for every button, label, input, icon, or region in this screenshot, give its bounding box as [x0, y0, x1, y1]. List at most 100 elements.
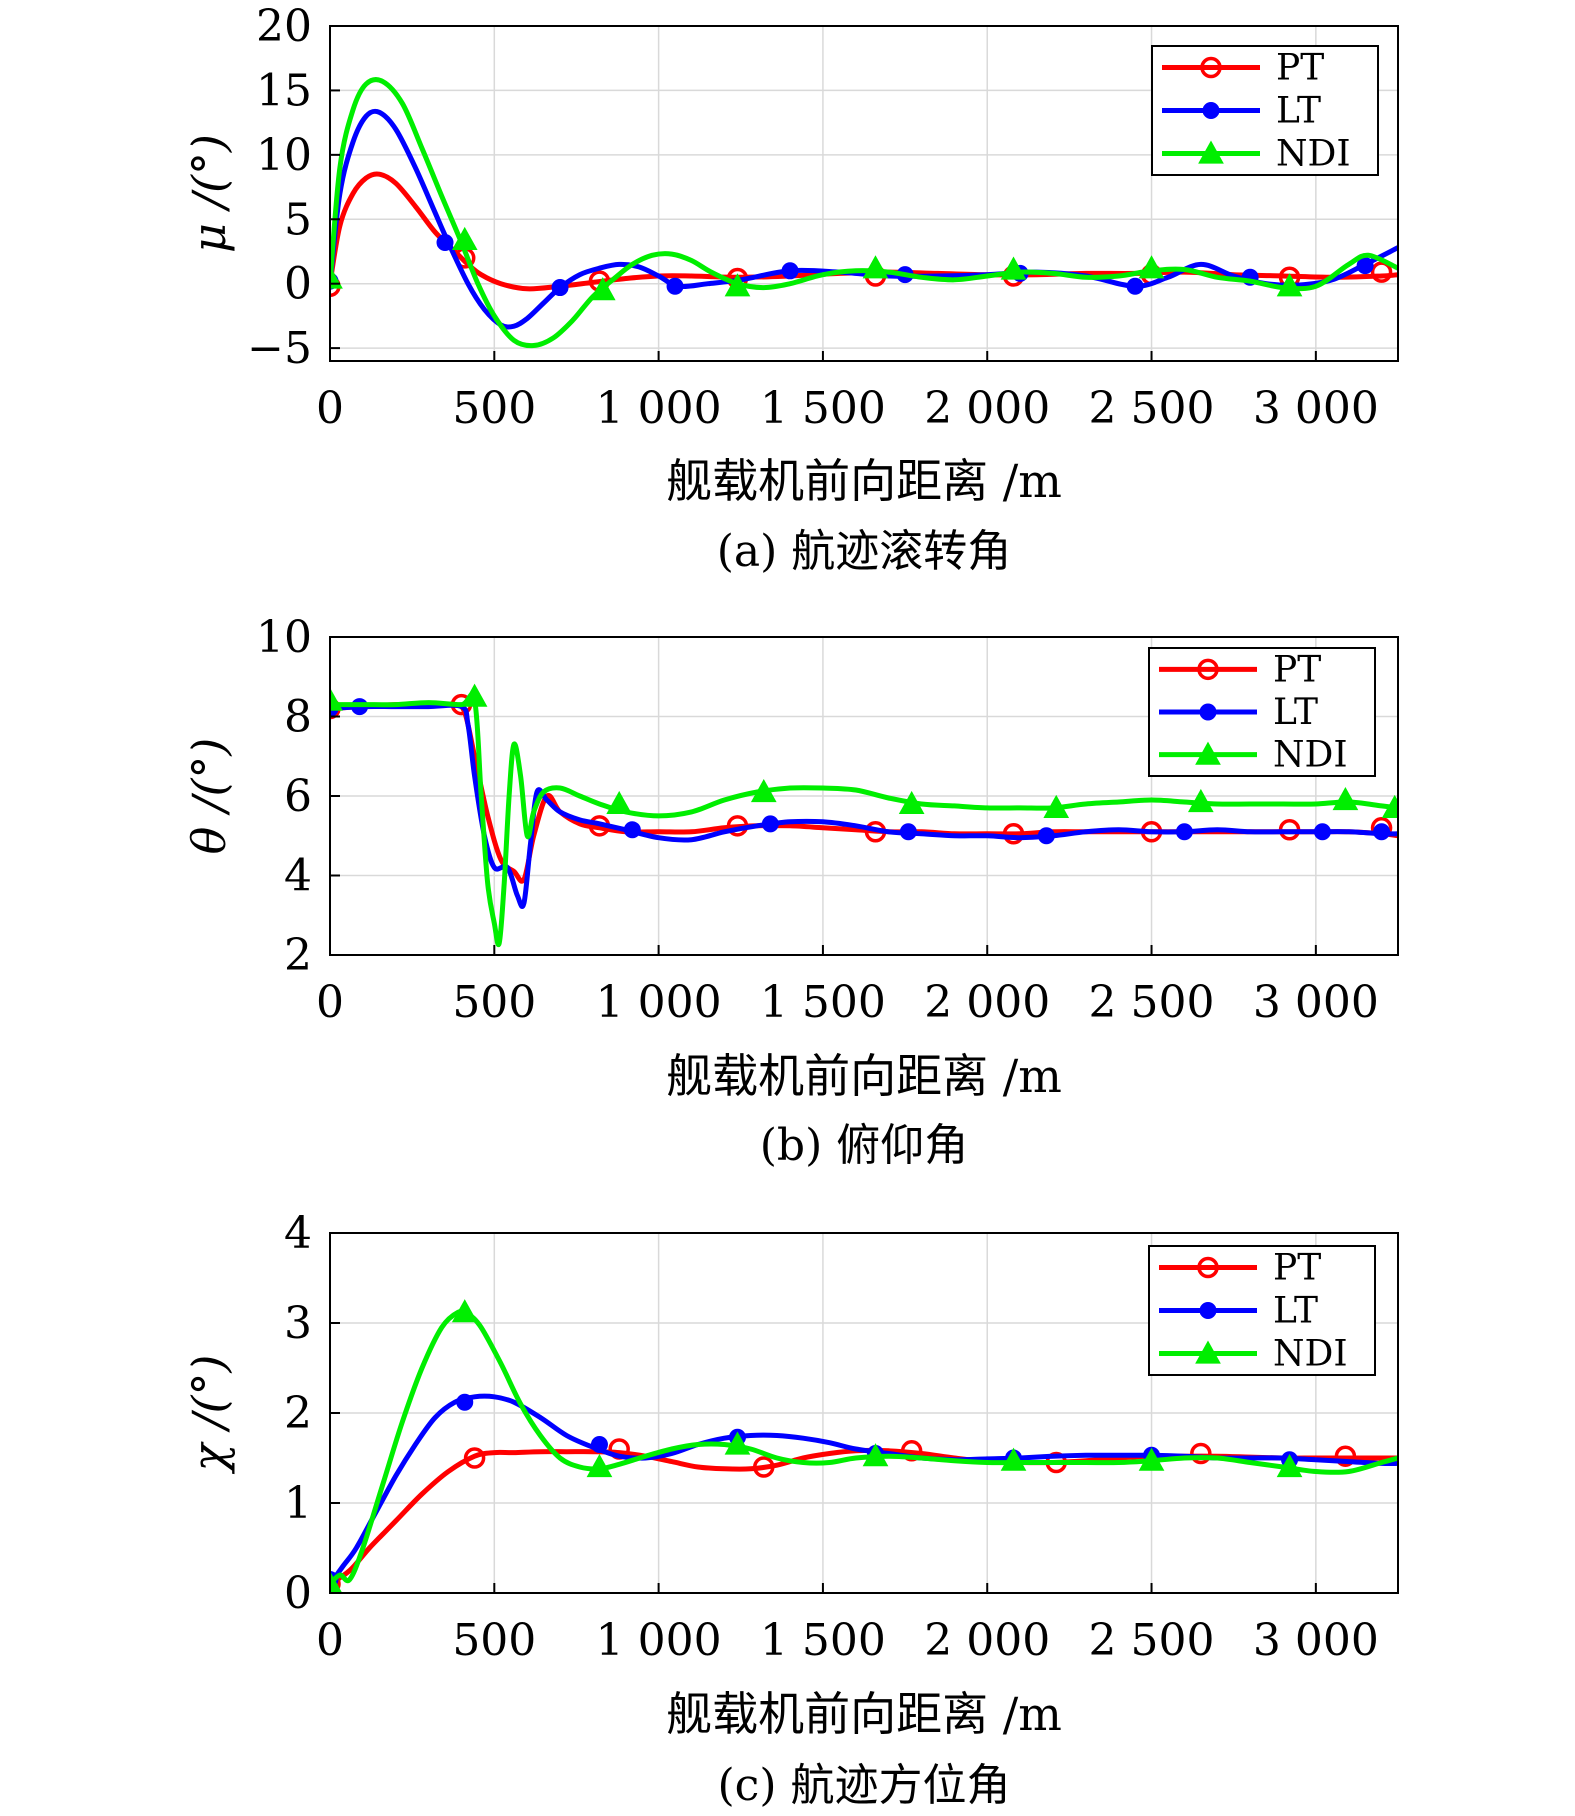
panel-c-series [330, 1299, 1398, 1593]
legend-label-pt: PT [1273, 649, 1321, 690]
panel-a: 0 500 1 000 1 500 2 000 2 500 3 000 −505101520… [182, 1, 1399, 577]
x-tick-label: 2 500 [1089, 1615, 1215, 1666]
series-marker-lt [1175, 823, 1193, 841]
panel-a-ylabel: μ /(°) [182, 134, 236, 253]
series-marker-ndi [451, 1299, 478, 1323]
y-tick-label: 0 [284, 1568, 312, 1619]
x-tick-label: 3 000 [1253, 1615, 1379, 1666]
panel-a-axes-box [329, 25, 1399, 362]
x-tick-label: 1 500 [760, 977, 886, 1028]
y-tick-label: 4 [284, 851, 312, 902]
x-tick-label: 500 [452, 977, 536, 1028]
series-marker-pt [463, 1447, 486, 1469]
panel-a-xlabel: 舰载机前向距离 /m [666, 454, 1062, 508]
panel-c-xticks: 0 500 1 000 1 500 2 000 2 500 3 000 [316, 1583, 1379, 1666]
series-marker-ndi [1138, 255, 1165, 279]
x-tick-label: 0 [316, 1615, 344, 1666]
series-marker-lt [761, 815, 779, 833]
x-tick-label: 3 000 [1253, 383, 1379, 434]
y-tick-label: 4 [284, 1208, 312, 1259]
legend-marker-pt [1197, 1256, 1219, 1279]
series-marker-lt [551, 279, 569, 297]
series-marker-pt [753, 1456, 775, 1478]
panel-c-xlabel: 舰载机前向距离 /m [666, 1687, 1062, 1741]
legend-marker-lt [1199, 703, 1217, 721]
series-marker-pt [330, 1573, 341, 1593]
series-line-ndi [330, 692, 1398, 948]
series-marker-lt [436, 233, 454, 251]
series-marker-lt [456, 1393, 474, 1411]
x-tick-label: 2 000 [924, 977, 1050, 1028]
series-marker-ndi [724, 1431, 751, 1455]
series-marker-ndi [606, 790, 633, 815]
panel-b-ylabel: θ /(°) [182, 738, 236, 855]
panel-b-xticks: 0 500 1 000 1 500 2 000 2 500 3 000 [316, 945, 1379, 1028]
series-marker-lt [1313, 823, 1331, 841]
series-marker-ndi [750, 778, 777, 803]
series-line-pt [330, 1447, 1398, 1587]
panel-c-yticks: 0 1 2 3 4 [284, 1208, 340, 1619]
series-marker-ndi [451, 226, 478, 250]
legend-marker-pt [1197, 658, 1219, 681]
y-tick-label: 6 [284, 771, 312, 822]
y-tick-label: 2 [284, 1388, 312, 1439]
series-marker-ndi [1381, 794, 1398, 819]
y-tick-label: 2 [284, 930, 312, 981]
legend-marker-pt [1200, 56, 1222, 79]
x-tick-label: 1 500 [760, 383, 886, 434]
series-marker-lt [590, 1436, 608, 1453]
series-marker-lt [1037, 827, 1055, 845]
x-tick-label: 500 [452, 1615, 536, 1666]
legend-label-ndi: NDI [1273, 735, 1348, 776]
x-tick-label: 0 [316, 383, 344, 434]
x-tick-label: 2 500 [1089, 977, 1215, 1028]
series-marker-lt [1373, 823, 1391, 841]
legend-label-lt: LT [1276, 91, 1321, 132]
series-marker-pt [1370, 261, 1393, 283]
panel-b-yticks: 2 4 6 8 10 [256, 612, 340, 981]
series-marker-pt [1190, 1442, 1212, 1465]
legend-label-ndi: NDI [1276, 134, 1351, 175]
series-marker-ndi [1276, 273, 1303, 297]
series-marker-lt [899, 823, 917, 841]
y-tick-label: 10 [256, 612, 312, 663]
series-marker-ndi [724, 273, 751, 297]
panel-c: 0 500 1 000 1 500 2 000 2 500 3 000 0 1 2 3 4 χ /(… [182, 1208, 1399, 1811]
series-marker-pt [1334, 1445, 1357, 1467]
series-marker-lt [781, 262, 799, 280]
series-line-ndi [330, 77, 1398, 349]
series-marker-lt [666, 277, 684, 295]
series-marker-ndi [1138, 1447, 1165, 1471]
series-marker-lt [623, 821, 641, 839]
x-tick-label: 2 500 [1089, 383, 1215, 434]
series-marker-lt [1126, 277, 1144, 295]
y-tick-label: 5 [284, 194, 312, 245]
series-line-lt [330, 1393, 1398, 1587]
x-tick-label: 3 000 [1253, 977, 1379, 1028]
y-tick-label: 8 [284, 692, 312, 743]
panel-b: 0 500 1 000 1 500 2 000 2 500 3 000 2 4 6 8 10 θ /… [182, 612, 1399, 1171]
panel-a-caption: (a) 航迹滚转角 [717, 526, 1012, 577]
series-marker-ndi [1332, 786, 1359, 811]
legend-label-ndi: NDI [1273, 1334, 1348, 1375]
series-marker-ndi [461, 683, 488, 707]
panel-b-series [330, 683, 1398, 948]
series-marker-ndi [1187, 788, 1214, 813]
x-tick-label: 0 [316, 977, 344, 1028]
legend-marker-ndi [1195, 1340, 1221, 1364]
series-marker-ndi [898, 790, 925, 815]
legend-marker-ndi [1195, 741, 1221, 765]
legend-label-lt: LT [1273, 692, 1318, 733]
x-tick-label: 1 000 [596, 977, 722, 1028]
x-tick-label: 2 000 [924, 383, 1050, 434]
x-tick-label: 500 [452, 383, 536, 434]
legend-label-pt: PT [1273, 1248, 1321, 1289]
y-tick-label: −5 [247, 323, 312, 374]
y-tick-label: 10 [256, 130, 312, 181]
series-marker-ndi [1000, 256, 1027, 280]
y-tick-label: 0 [284, 259, 312, 310]
